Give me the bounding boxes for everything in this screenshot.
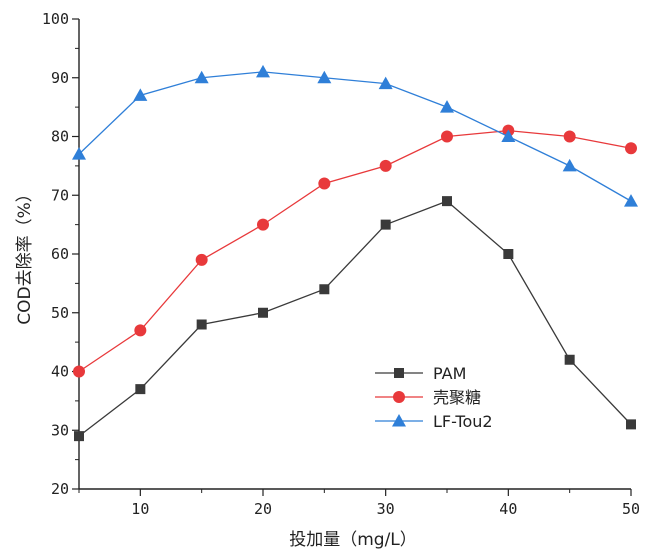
data-point (133, 88, 148, 101)
series-line-0 (78, 200, 632, 437)
axes: 20 30 40 50 60 70 80 90 100 10 20 30 40 50 (42, 10, 640, 518)
y-tick-label: 30 (51, 421, 69, 439)
series-1 (73, 124, 637, 378)
data-point (562, 158, 577, 172)
y-axis-title: COD去除率（%） (15, 185, 35, 325)
data-point (258, 307, 268, 318)
y-tick-label: 40 (51, 363, 69, 381)
x-tick-label: 30 (377, 500, 395, 518)
data-point (625, 142, 637, 155)
legend-label-1: 壳聚糖 (433, 388, 481, 407)
data-point (195, 253, 208, 266)
data-point (442, 196, 452, 207)
y-tick-label: 100 (42, 10, 69, 28)
data-point (74, 431, 84, 442)
data-point (501, 129, 516, 142)
legend-marker-2 (392, 414, 406, 427)
legend-marker-1 (393, 391, 405, 403)
data-point (441, 130, 453, 143)
series-line-1 (78, 129, 632, 373)
series-line-2 (78, 71, 632, 202)
data-point (503, 249, 514, 259)
legend-marker-0 (394, 368, 404, 378)
y-tick-label: 60 (51, 245, 69, 263)
x-tick-label: 50 (622, 500, 640, 518)
data-point (135, 384, 146, 395)
data-point (318, 177, 331, 190)
y-tick-label: 80 (51, 128, 69, 146)
x-axis-title: 投加量（mg/L） (289, 530, 417, 550)
series-2 (72, 64, 638, 207)
legend-label-2: LF-Tou2 (433, 412, 493, 431)
data-point (72, 147, 86, 160)
data-point (440, 100, 454, 113)
legend-label-0: PAM (433, 364, 466, 383)
data-point (256, 64, 270, 78)
x-tick-label: 20 (254, 500, 272, 518)
data-point (73, 365, 85, 378)
y-tick-label: 20 (51, 480, 69, 498)
x-tick-label: 40 (499, 500, 517, 518)
data-point (563, 130, 576, 143)
legend: PAM 壳聚糖 LF-Tou2 (375, 364, 493, 431)
y-tick-label: 70 (51, 186, 69, 204)
data-point (378, 76, 393, 90)
y-tick-label: 90 (51, 69, 69, 87)
y-tick-label: 50 (51, 304, 69, 322)
data-point (196, 319, 207, 330)
series-layer (72, 64, 638, 442)
data-point (194, 70, 209, 84)
data-point (624, 194, 638, 207)
data-point (379, 159, 392, 172)
data-point (626, 419, 636, 430)
data-point (564, 354, 575, 365)
series-0 (74, 196, 636, 442)
x-tick-label: 10 (131, 500, 149, 518)
data-point (134, 324, 147, 337)
data-point (257, 218, 269, 231)
data-point (317, 70, 332, 84)
data-point (319, 284, 330, 295)
data-point (380, 219, 391, 230)
